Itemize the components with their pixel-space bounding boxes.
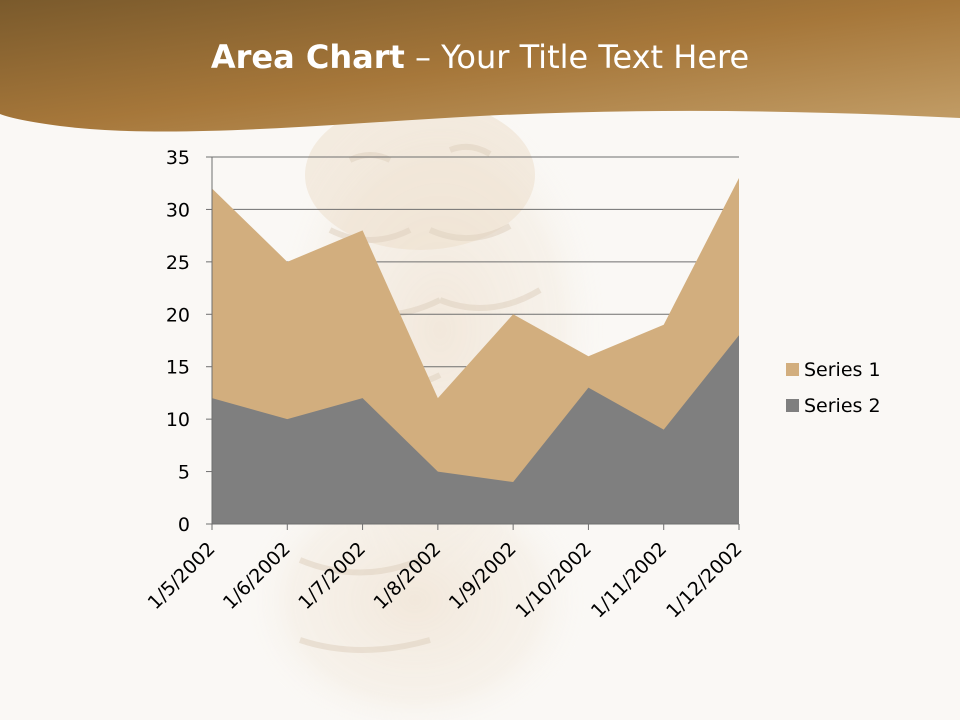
x-tick-label: 1/6/2002	[219, 538, 295, 614]
slide-title: Area Chart – Your Title Text Here	[0, 38, 960, 76]
x-tick-label: 1/8/2002	[369, 538, 445, 614]
legend: Series 1 Series 2	[786, 359, 881, 417]
y-tick-label: 20	[166, 304, 190, 326]
x-tick-label: 1/5/2002	[144, 538, 220, 614]
y-tick-label: 5	[178, 462, 190, 484]
y-tick-label: 30	[166, 199, 190, 221]
y-tick-label: 35	[166, 147, 190, 169]
y-tick-label: 0	[178, 514, 190, 536]
legend-swatch-1	[786, 363, 799, 376]
header-band	[0, 0, 960, 132]
legend-label-1: Series 1	[804, 359, 881, 381]
x-tick-label: 1/7/2002	[294, 538, 370, 614]
legend-label-2: Series 2	[804, 395, 881, 417]
y-tick-label: 25	[166, 252, 190, 274]
x-tick-label: 1/12/2002	[662, 538, 746, 622]
x-tick-label: 1/10/2002	[512, 538, 596, 622]
y-tick-label: 15	[166, 357, 190, 379]
legend-swatch-2	[786, 399, 799, 412]
series-area-2	[212, 335, 739, 524]
x-tick-label: 1/9/2002	[445, 538, 521, 614]
title-rest: – Your Title Text Here	[404, 38, 750, 76]
x-tick-label: 1/11/2002	[587, 538, 671, 622]
y-tick-label: 10	[166, 409, 190, 431]
title-bold: Area Chart	[210, 38, 405, 76]
